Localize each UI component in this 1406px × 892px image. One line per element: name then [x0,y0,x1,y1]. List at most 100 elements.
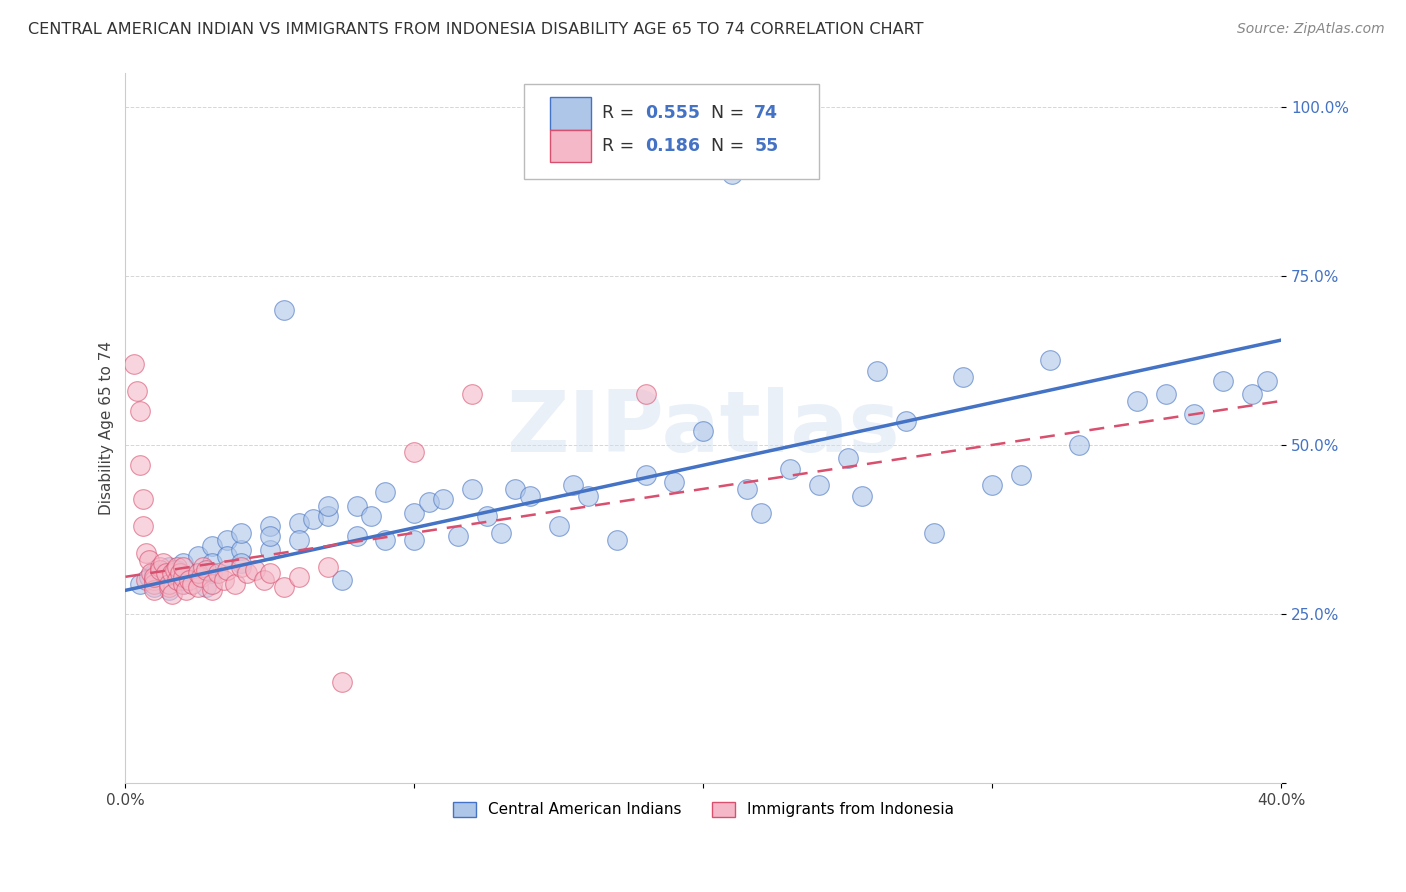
Point [201,583,224,598]
Text: Source: ZipAtlas.com: Source: ZipAtlas.com [1237,22,1385,37]
Point [404,506,426,520]
Y-axis label: Disability Age 65 to 74: Disability Age 65 to 74 [100,341,114,515]
Point [143,580,166,594]
Point [851,489,873,503]
Point [273,580,295,594]
Text: 0.186: 0.186 [645,137,700,155]
Point [330,573,353,587]
Point [865,363,887,377]
Point [143,570,166,584]
Text: N =: N = [700,104,749,122]
Point [273,302,295,317]
Point [172,559,194,574]
Point [229,556,252,570]
Point [302,512,325,526]
Point [404,533,426,547]
Point [201,576,224,591]
Point [664,475,686,489]
Point [229,542,252,557]
Point [634,387,657,401]
Point [547,519,569,533]
Point [259,566,281,581]
Point [174,583,197,598]
Legend: Central American Indians, Immigrants from Indonesia: Central American Indians, Immigrants fro… [444,794,962,825]
Point [894,414,917,428]
Point [187,549,209,564]
Point [201,540,224,554]
Point [193,559,215,574]
Point [215,549,238,564]
Point [135,573,157,587]
Point [229,559,252,574]
Point [143,576,166,591]
Point [172,576,194,591]
Point [125,384,148,398]
Point [505,482,527,496]
Point [172,570,194,584]
Point [138,553,160,567]
Point [288,533,311,547]
Point [155,566,177,581]
Point [259,519,281,533]
Point [224,576,246,591]
Point [129,458,152,473]
Point [141,566,163,581]
Text: 55: 55 [754,137,779,155]
Point [1067,438,1090,452]
Point [981,478,1004,492]
Text: 0.555: 0.555 [645,104,700,122]
Point [190,570,212,584]
Point [166,559,188,574]
Point [475,508,498,523]
Point [201,556,224,570]
FancyBboxPatch shape [550,97,591,129]
Point [143,566,166,581]
Point [288,516,311,530]
Point [1125,394,1147,409]
Point [1154,387,1177,401]
Point [152,556,174,570]
Point [779,461,801,475]
Point [418,495,440,509]
Text: ZIPatlas: ZIPatlas [506,386,900,469]
Point [519,489,541,503]
Point [259,542,281,557]
Point [346,529,368,543]
Point [215,563,238,577]
Text: R =: R = [602,104,640,122]
Point [1039,353,1062,368]
Point [1256,374,1278,388]
Point [374,485,396,500]
Point [195,563,218,577]
Point [634,468,657,483]
Text: 74: 74 [754,104,778,122]
Point [138,570,160,584]
Text: N =: N = [700,137,749,155]
Point [187,580,209,594]
Point [201,566,224,581]
FancyBboxPatch shape [550,129,591,162]
Point [129,576,152,591]
Point [432,491,454,506]
Point [461,482,484,496]
Point [259,529,281,543]
Point [181,576,204,591]
Point [924,525,946,540]
Point [461,387,484,401]
Point [404,444,426,458]
Point [160,587,183,601]
Point [149,563,172,577]
Text: R =: R = [602,137,640,155]
Point [157,583,180,598]
Point [135,546,157,560]
Point [172,556,194,570]
Point [346,499,368,513]
Point [163,563,186,577]
Point [735,482,758,496]
Point [215,533,238,547]
Point [157,580,180,594]
Point [489,525,512,540]
Point [160,566,183,581]
Point [166,563,188,577]
Point [1241,387,1264,401]
